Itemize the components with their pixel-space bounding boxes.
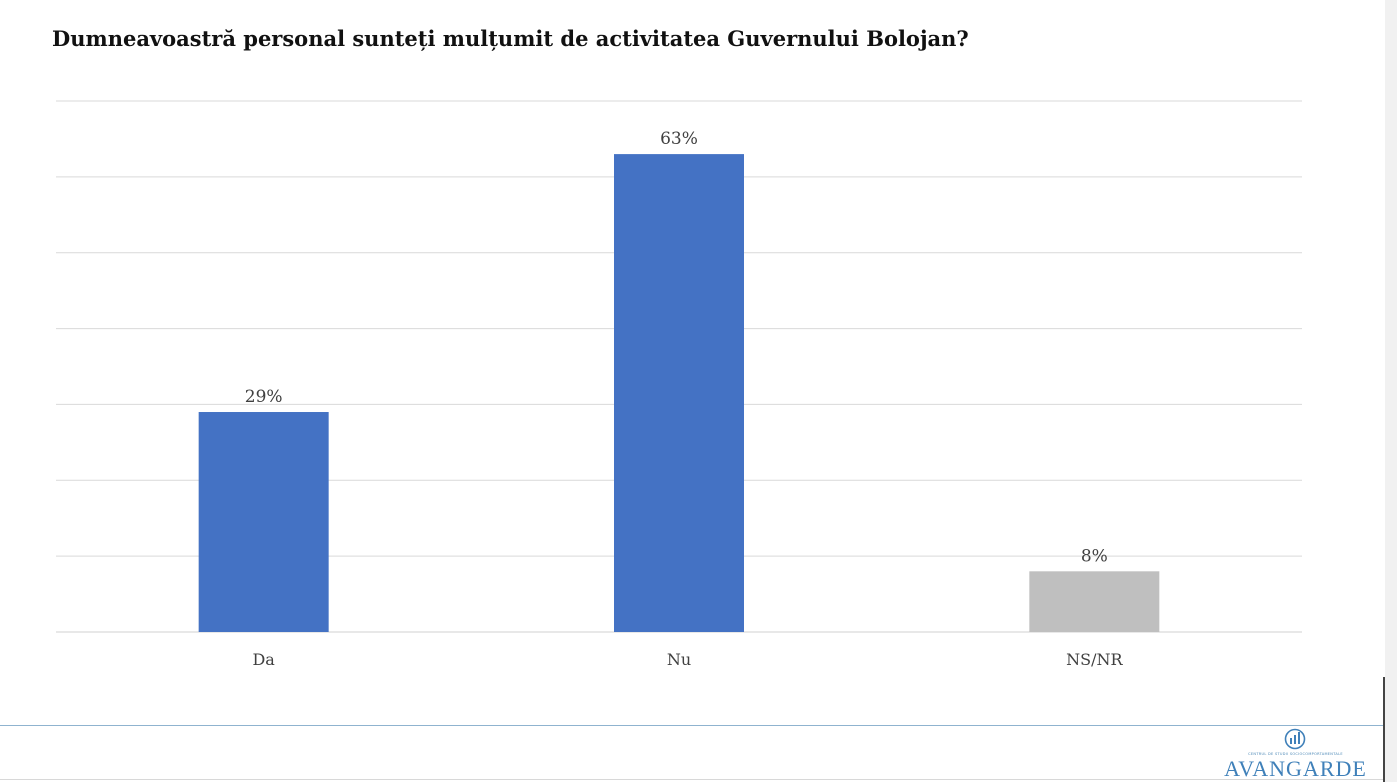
x-tick-label: Nu: [667, 650, 691, 669]
bar-chart: 29% Da 63% Nu 8% NS/NR: [56, 100, 1302, 669]
bar-ns-nr: [1029, 571, 1160, 632]
logo-tagline: CENTRUL DE STUDII SOCIOCOMPORTAMENTALE: [1248, 752, 1343, 756]
footer-divider: [0, 725, 1383, 726]
scrollbar-thumb[interactable]: [1383, 677, 1385, 782]
scrollbar[interactable]: [1385, 0, 1397, 782]
logo-name: AVANGARDE: [1224, 756, 1367, 781]
data-label: 8%: [1081, 546, 1108, 566]
bar-da: [198, 412, 329, 632]
data-label: 29%: [245, 387, 283, 407]
bar-nu: [614, 154, 744, 632]
x-tick-label: Da: [252, 650, 275, 669]
logo-mark-icon: [1284, 728, 1306, 750]
data-label: 63%: [660, 129, 698, 149]
bottom-divider: [0, 779, 1383, 780]
chart-title: Dumneavoastră personal sunteți mulțumit …: [52, 26, 969, 51]
avangarde-logo: CENTRUL DE STUDII SOCIOCOMPORTAMENTALE A…: [1218, 728, 1373, 781]
x-tick-label: NS/NR: [1066, 650, 1123, 669]
